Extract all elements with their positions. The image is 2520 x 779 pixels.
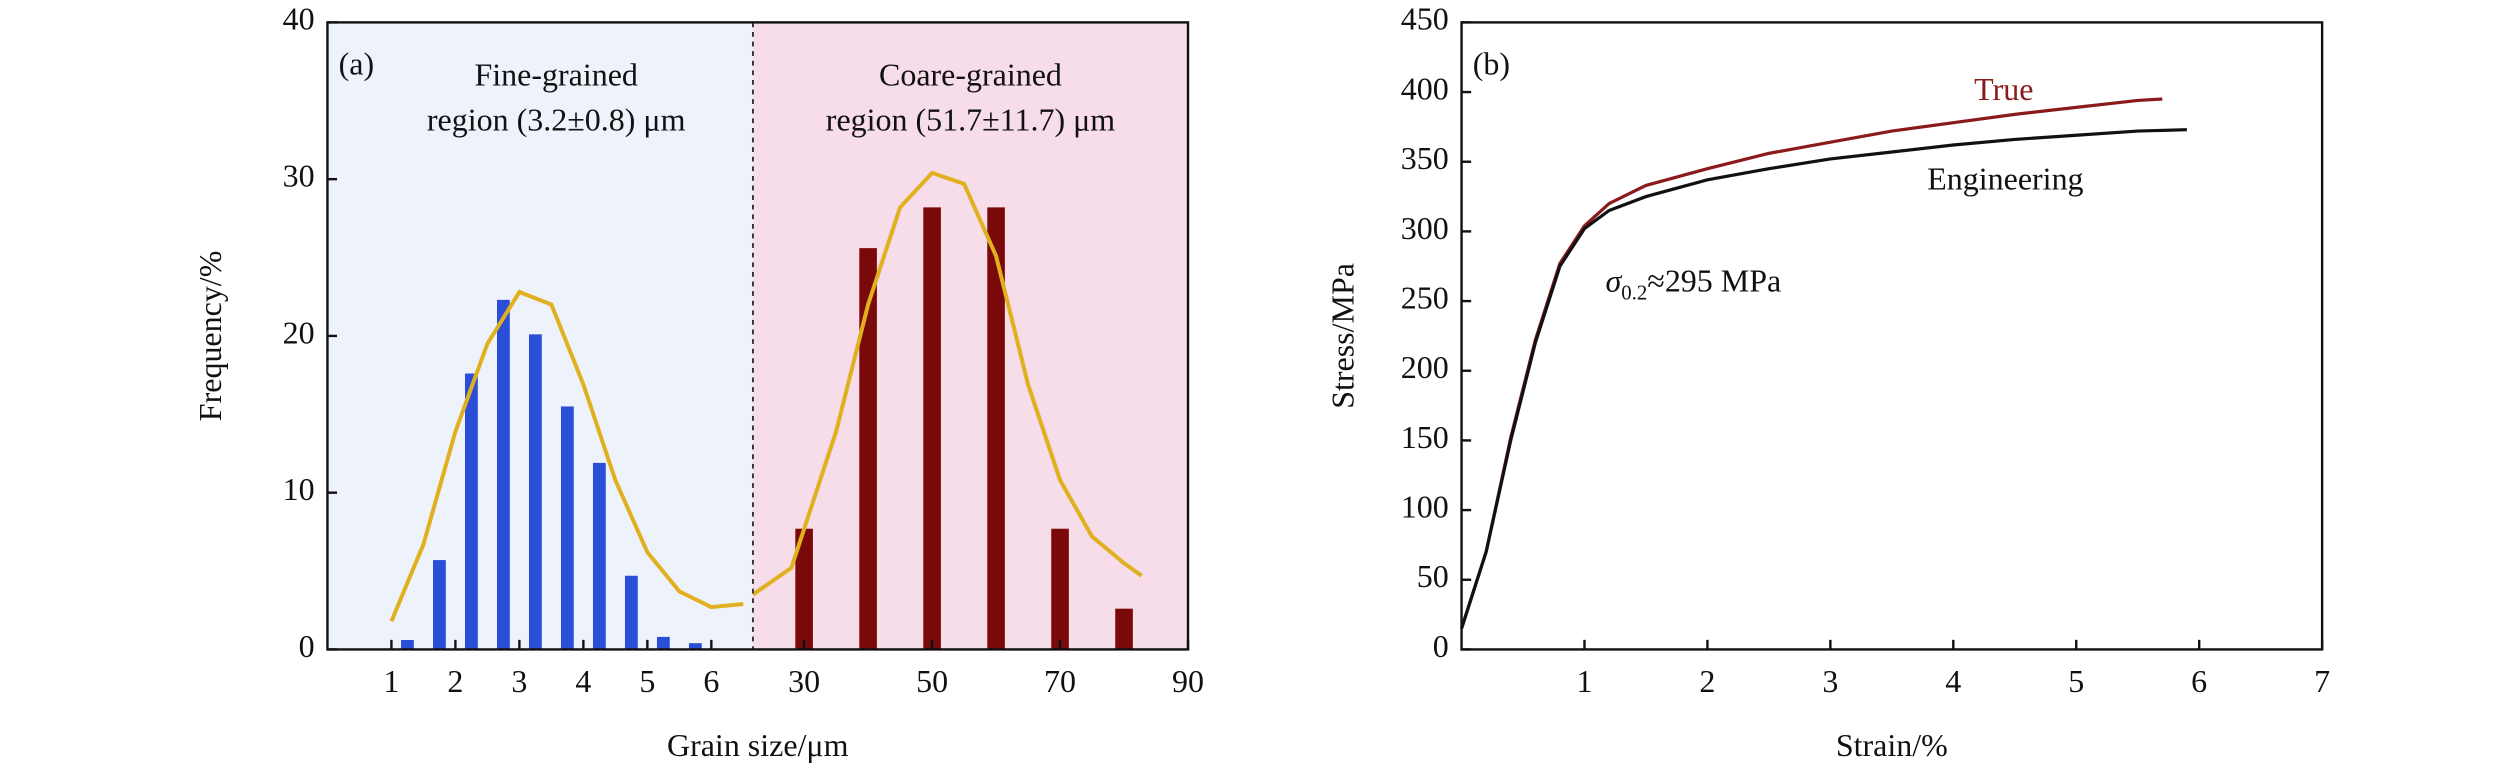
x-tick-label: 50 [916, 663, 948, 699]
y-tick-label: 40 [283, 1, 315, 37]
y-tick-label: 200 [1401, 349, 1449, 385]
region-annotation: region (3.2±0.8) μm [427, 102, 686, 138]
bar [624, 575, 638, 650]
x-tick-label: 3 [511, 663, 527, 699]
x-tick-label: 4 [575, 663, 591, 699]
region-annotation: region (51.7±11.7) μm [826, 102, 1115, 138]
x-tick-label: 3 [1822, 663, 1838, 699]
plot-frame [1460, 21, 2324, 651]
panel-label: (a) [339, 46, 375, 82]
x-axis-label: Strain/% [1836, 727, 1948, 763]
y-tick-label: 150 [1401, 419, 1449, 455]
x-tick-label: 5 [639, 663, 655, 699]
region-background [752, 22, 1189, 650]
bar [592, 462, 606, 650]
bar [528, 334, 542, 650]
x-tick-label: 6 [2191, 663, 2207, 699]
bar [923, 207, 941, 650]
bar [859, 248, 877, 650]
y-tick-label: 20 [283, 314, 315, 350]
y-tick-label: 0 [299, 628, 315, 664]
region-annotation: Coare-grained [879, 57, 1062, 93]
x-tick-label: 1 [1576, 663, 1592, 699]
annotation-symbol: σ [1606, 263, 1623, 299]
bar [688, 643, 702, 650]
y-axis-label: Frequency/% [192, 251, 228, 422]
bar [987, 207, 1005, 650]
series-label: Engineering [1927, 161, 2083, 197]
x-tick-label: 90 [1172, 663, 1204, 699]
y-tick-label: 300 [1401, 210, 1449, 246]
x-tick-label: 6 [703, 663, 719, 699]
y-axis-label: Stress/MPa [1325, 263, 1361, 409]
fit-curve [751, 170, 1143, 597]
x-tick-label: 7 [2314, 663, 2330, 699]
x-tick-label: 30 [788, 663, 820, 699]
x-tick-label: 4 [1945, 663, 1961, 699]
y-tick-label: 100 [1401, 488, 1449, 524]
region-annotation: Fine-grained [474, 57, 637, 93]
y-tick-label: 30 [283, 157, 315, 193]
annotation-text: ≈295 MPa [1647, 263, 1781, 299]
bar [1115, 608, 1133, 650]
y-tick-label: 50 [1417, 558, 1449, 594]
y-tick-label: 350 [1401, 140, 1449, 176]
x-axis-label: Grain size/μm [667, 727, 849, 763]
bar [656, 636, 670, 650]
series-label: True [1974, 71, 2033, 107]
annotation-subscript: 0.2 [1621, 281, 1647, 304]
y-tick-label: 10 [283, 471, 315, 507]
fit-curve [389, 289, 744, 622]
bar [401, 640, 414, 650]
y-tick-label: 250 [1401, 279, 1449, 315]
bar [496, 299, 510, 650]
yield-annotation: σ0.2≈295 MPa [1606, 263, 1782, 304]
bar [433, 560, 446, 650]
x-tick-label: 2 [447, 663, 463, 699]
x-tick-label: 5 [2068, 663, 2084, 699]
x-tick-label: 1 [383, 663, 399, 699]
stress-strain-curve [1460, 128, 2187, 630]
y-tick-label: 400 [1401, 70, 1449, 106]
bar [560, 406, 574, 650]
bar [1051, 528, 1069, 650]
y-tick-label: 0 [1433, 628, 1449, 664]
bar [465, 373, 478, 650]
bar [795, 528, 813, 650]
panel-label: (b) [1473, 46, 1510, 82]
x-tick-label: 70 [1044, 663, 1076, 699]
x-tick-label: 2 [1699, 663, 1715, 699]
y-tick-label: 450 [1401, 1, 1449, 37]
